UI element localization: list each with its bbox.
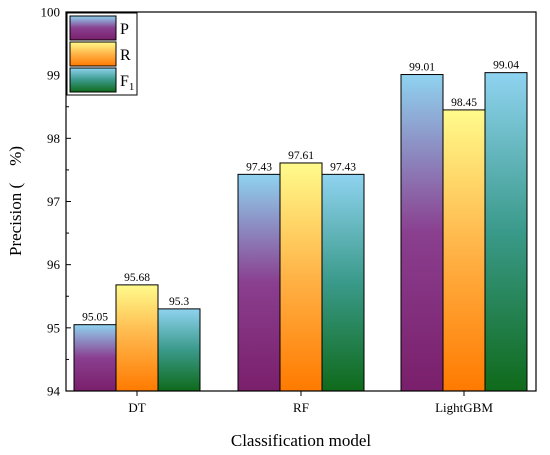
y-tick-label: 96 bbox=[47, 257, 61, 272]
x-tick-label-rf: RF bbox=[293, 400, 309, 415]
x-axis: DT RF LightGBM bbox=[128, 391, 493, 415]
bar-lightgbm-p bbox=[400, 74, 444, 392]
bar-lightgbm-r bbox=[442, 109, 486, 392]
data-labels-layer: 95.05 95.68 95.3 97.43 97.61 97.43 99.01 98.45 9… bbox=[82, 60, 519, 324]
y-axis: 94 95 96 97 98 99 100 bbox=[41, 5, 71, 399]
x-axis-title: Classification model bbox=[231, 431, 372, 450]
y-tick-label: 94 bbox=[47, 384, 61, 399]
bar-dt-r bbox=[115, 284, 159, 392]
bar-rf-p bbox=[237, 173, 281, 392]
y-tick-label: 97 bbox=[47, 194, 61, 209]
y-tick-label: 100 bbox=[41, 5, 61, 20]
data-label-dt-r: 95.68 bbox=[124, 272, 150, 284]
bar-rf-r bbox=[279, 162, 323, 392]
y-tick-label: 99 bbox=[47, 68, 60, 83]
legend-swatch-f bbox=[69, 67, 117, 93]
y-axis-title: Precision ( %) bbox=[6, 146, 25, 256]
data-label-lightgbm-r: 98.45 bbox=[451, 97, 477, 109]
legend-label-p: P bbox=[120, 21, 129, 38]
x-tick-label-dt: DT bbox=[128, 400, 145, 415]
data-label-lightgbm-p: 99.01 bbox=[409, 62, 435, 74]
data-label-rf-p: 97.43 bbox=[246, 161, 272, 173]
x-tick-label-lightgbm: LightGBM bbox=[435, 400, 493, 415]
bar-rf-f bbox=[321, 173, 365, 392]
bar-dt-p bbox=[73, 324, 117, 392]
data-label-rf-r: 97.61 bbox=[288, 150, 314, 162]
y-tick-label: 98 bbox=[47, 131, 60, 146]
y-tick-label: 95 bbox=[47, 320, 60, 335]
data-label-lightgbm-f: 99.04 bbox=[493, 60, 519, 72]
bar-dt-f bbox=[157, 308, 201, 392]
legend-label-r: R bbox=[120, 47, 131, 64]
bar-lightgbm-f bbox=[484, 72, 528, 392]
legend-swatch-r bbox=[69, 41, 117, 67]
data-label-rf-f: 97.43 bbox=[330, 161, 356, 173]
data-label-dt-f: 95.3 bbox=[169, 296, 189, 308]
data-label-dt-p: 95.05 bbox=[82, 312, 108, 324]
bars-layer bbox=[73, 72, 528, 392]
legend-swatch-p bbox=[69, 15, 117, 41]
